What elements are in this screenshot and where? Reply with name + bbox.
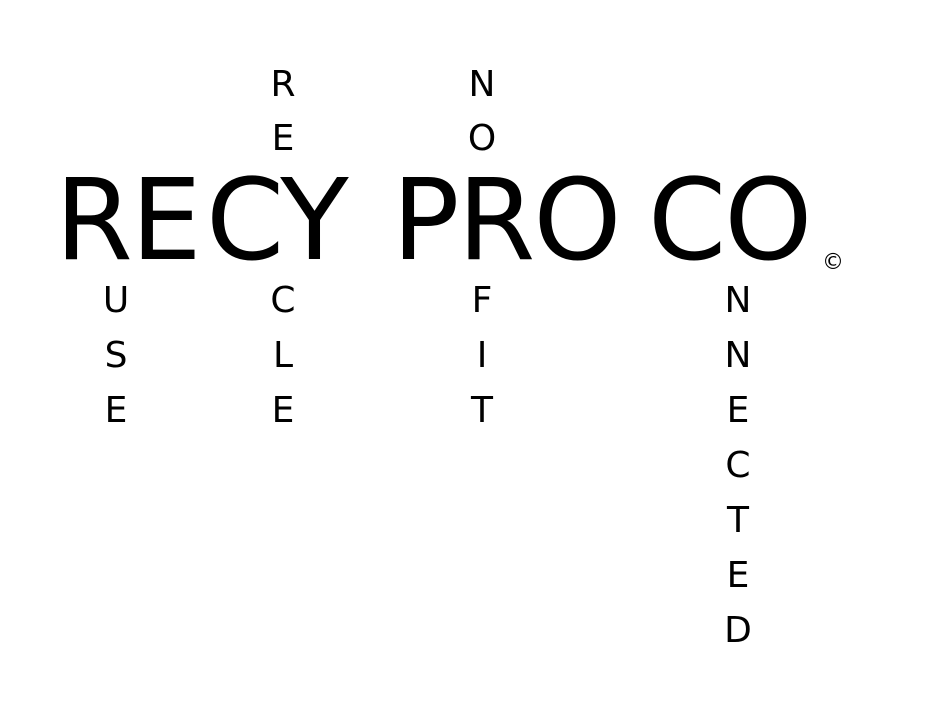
logo-word-cy: CY bbox=[206, 156, 349, 286]
acrostic-letter: E bbox=[271, 118, 295, 159]
acrostic-letter: O bbox=[467, 118, 497, 159]
acrostic-letter: E bbox=[104, 390, 128, 431]
logo-word-pro: PRO bbox=[392, 156, 622, 286]
copyright-mark: © bbox=[822, 250, 844, 275]
logo-word-re: RE bbox=[55, 156, 202, 286]
acrostic-letter: C bbox=[270, 280, 296, 321]
acrostic-letter: T bbox=[727, 500, 749, 541]
acrostic-letter: R bbox=[270, 64, 296, 105]
acrostic-letter: N bbox=[724, 280, 752, 321]
acrostic-letter: L bbox=[272, 335, 294, 376]
acrostic-letter: E bbox=[726, 555, 750, 596]
acrostic-letter: E bbox=[271, 390, 295, 431]
acrostic-letter: C bbox=[725, 445, 751, 486]
acrostic-letter: N bbox=[468, 64, 496, 105]
acrostic-letter: S bbox=[104, 335, 128, 376]
acrostic-letter: F bbox=[471, 280, 493, 321]
acrostic-letter: T bbox=[471, 390, 493, 431]
logo-word-co: CO bbox=[648, 156, 812, 286]
acrostic-letter: U bbox=[102, 280, 130, 321]
acrostic-letter: E bbox=[726, 390, 750, 431]
acrostic-letter: N bbox=[724, 335, 752, 376]
acrostic-letter: I bbox=[476, 335, 488, 376]
acrostic-letter: D bbox=[724, 610, 752, 651]
